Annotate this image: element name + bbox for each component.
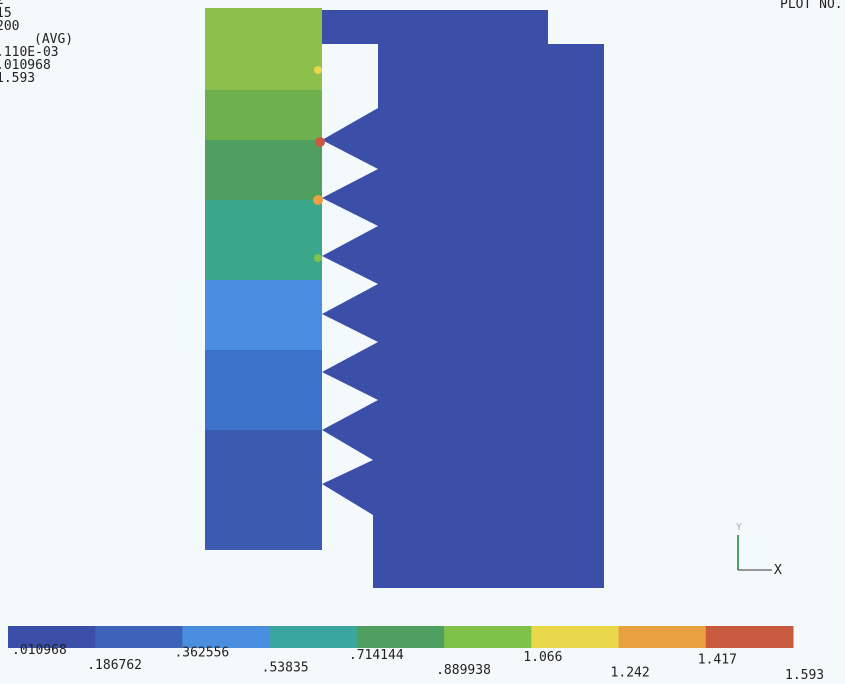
legend-label: .714144 (349, 648, 404, 663)
legend-swatch (95, 626, 183, 648)
legend-label: .010968 (12, 643, 67, 658)
legend-swatch (357, 626, 445, 648)
legend-label: 1.242 (611, 665, 650, 680)
band (205, 280, 322, 350)
result-view: Y X PLOT NO. 215200(AVG).110E-03.0109681… (0, 0, 845, 684)
header-line: 1.593 (0, 71, 35, 86)
plot-label: PLOT NO. (780, 0, 843, 12)
triad-y: Y (736, 522, 742, 533)
legend-swatch (619, 626, 707, 648)
band (205, 200, 322, 280)
legend-label: .186762 (87, 658, 142, 673)
hotspot (315, 137, 325, 147)
top-plate (322, 10, 548, 44)
hotspot (314, 254, 322, 262)
legend-swatch (444, 626, 532, 648)
legend-label: 1.066 (523, 650, 562, 665)
hotspot (314, 66, 322, 74)
legend-label: .889938 (436, 663, 491, 678)
legend-swatch (270, 626, 358, 648)
model (205, 8, 604, 588)
header-line: 200 (0, 19, 19, 34)
band (205, 8, 322, 90)
legend-label: 1.417 (698, 653, 737, 668)
band (205, 140, 322, 200)
legend-swatch (706, 626, 794, 648)
band (205, 90, 322, 140)
legend-label: 1.593 (785, 668, 824, 683)
legend-label: .362556 (174, 645, 229, 660)
legend-label: .53835 (262, 661, 309, 676)
hotspot (313, 195, 323, 205)
band (205, 350, 322, 430)
triad-x: X (774, 563, 782, 578)
body (322, 44, 604, 588)
legend-swatch (531, 626, 619, 648)
band (205, 430, 322, 550)
